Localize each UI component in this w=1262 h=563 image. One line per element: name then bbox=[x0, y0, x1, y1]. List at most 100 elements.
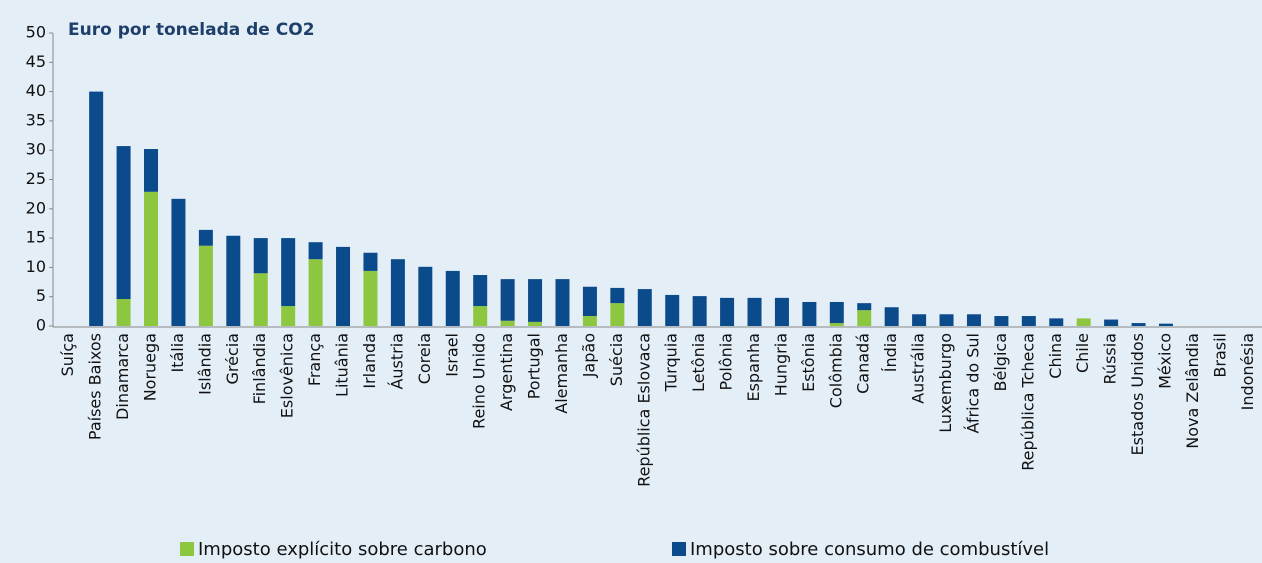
x-tick-label: Polônia bbox=[717, 333, 736, 391]
x-tick-label: Noruega bbox=[141, 333, 160, 401]
bar-segment bbox=[802, 301, 817, 326]
bar-segment bbox=[500, 279, 515, 321]
x-tick-label: Suécia bbox=[607, 333, 626, 386]
bar-segment bbox=[1158, 323, 1173, 326]
x-tick-label: Dinamarca bbox=[113, 333, 132, 420]
x-tick-label: Áustria bbox=[387, 333, 406, 390]
bar-segment bbox=[198, 245, 213, 326]
x-tick-label: República Eslovaca bbox=[634, 333, 653, 487]
bar-segment bbox=[637, 289, 652, 326]
bar-segment bbox=[857, 303, 872, 311]
x-tick-label: China bbox=[1046, 333, 1065, 379]
y-tick-label: 40 bbox=[26, 81, 46, 100]
x-tick-label: Estados Unidos bbox=[1128, 333, 1147, 455]
bar-segment bbox=[226, 235, 241, 326]
bar-segment bbox=[720, 297, 735, 326]
x-tick-label: Bélgica bbox=[991, 333, 1010, 391]
x-tick-label: Canadá bbox=[854, 333, 873, 394]
bar-segment bbox=[144, 191, 159, 326]
bar-segment bbox=[171, 198, 186, 326]
bar-segment bbox=[500, 320, 515, 326]
bar-segment bbox=[1104, 319, 1119, 326]
x-tick-label: Islândia bbox=[195, 333, 214, 395]
y-tick-label: 35 bbox=[26, 110, 46, 129]
bar-segment bbox=[528, 279, 543, 322]
bar-segment bbox=[610, 287, 625, 304]
x-tick-label: Turquia bbox=[662, 333, 681, 392]
y-tick-label: 25 bbox=[26, 169, 46, 188]
bar-segment bbox=[281, 238, 296, 307]
bar-segment bbox=[884, 307, 899, 326]
x-tick-label: Lituânia bbox=[333, 333, 352, 397]
bar-segment bbox=[281, 306, 296, 326]
x-tick-label: Alemanha bbox=[552, 333, 571, 414]
bar-segment bbox=[473, 275, 488, 307]
x-tick-label: Suíça bbox=[58, 333, 77, 376]
bar-segment bbox=[610, 303, 625, 326]
y-tick-label: 30 bbox=[26, 140, 46, 159]
legend-label: Imposto sobre consumo de combustível bbox=[690, 539, 1049, 560]
bar-segment bbox=[857, 310, 872, 326]
x-tick-label: França bbox=[305, 333, 324, 386]
bar-segment bbox=[336, 246, 351, 326]
bar-segment bbox=[473, 306, 488, 326]
bar-segment bbox=[582, 316, 597, 326]
bar-segment bbox=[418, 266, 433, 326]
bar-segment bbox=[994, 316, 1009, 326]
x-tick-label: Estônia bbox=[799, 333, 818, 392]
y-tick-label: 15 bbox=[26, 228, 46, 247]
x-tick-label: África do Sul bbox=[963, 333, 982, 434]
x-tick-label: Colômbia bbox=[826, 333, 845, 408]
x-tick-label: Israel bbox=[442, 333, 461, 377]
x-tick-label: Austrália bbox=[909, 333, 928, 404]
bar-segment bbox=[774, 297, 789, 326]
x-tick-label: Brasil bbox=[1210, 333, 1229, 378]
y-tick-label: 5 bbox=[36, 286, 46, 305]
x-tick-label: Países Baixos bbox=[86, 333, 105, 440]
x-tick-label: Argentina bbox=[497, 333, 516, 411]
bar-segment bbox=[1021, 316, 1036, 326]
bar-segment bbox=[555, 279, 570, 326]
x-tick-label: Hungria bbox=[771, 333, 790, 396]
legend-swatch bbox=[672, 542, 686, 556]
y-tick-label: 45 bbox=[26, 52, 46, 71]
bar-segment bbox=[966, 314, 981, 326]
x-tick-label: Chile bbox=[1073, 333, 1092, 373]
bar-segment bbox=[1076, 318, 1091, 326]
x-tick-label: México bbox=[1155, 333, 1174, 389]
bar-segment bbox=[116, 146, 131, 300]
x-tick-label: Eslovênica bbox=[278, 333, 297, 418]
y-tick-label: 20 bbox=[26, 198, 46, 217]
bar-segment bbox=[144, 149, 159, 192]
legend-swatch bbox=[180, 542, 194, 556]
x-tick-label: Irlanda bbox=[360, 333, 379, 389]
x-tick-label: Índia bbox=[881, 333, 900, 372]
legend-label: Imposto explícito sobre carbono bbox=[198, 539, 487, 560]
bar-segment bbox=[308, 242, 323, 260]
y-tick-label: 50 bbox=[26, 23, 46, 42]
bar-segment bbox=[198, 229, 213, 246]
bar-segment bbox=[363, 252, 378, 271]
bar-segment bbox=[253, 238, 268, 274]
bar-segment bbox=[116, 299, 131, 326]
bar-segment bbox=[747, 297, 762, 326]
bar-segment bbox=[528, 321, 543, 326]
bar-segment bbox=[665, 294, 680, 326]
x-tick-label: Itália bbox=[168, 333, 187, 373]
x-tick-label: Espanha bbox=[744, 333, 763, 402]
x-tick-label: Finlândia bbox=[250, 333, 269, 404]
bar-segment bbox=[253, 273, 268, 326]
bar-segment bbox=[89, 91, 104, 326]
y-tick-label: 10 bbox=[26, 257, 46, 276]
x-tick-label: Rússia bbox=[1101, 333, 1120, 384]
x-tick-label: República Tcheca bbox=[1018, 333, 1037, 471]
bar-segment bbox=[582, 286, 597, 317]
x-tick-label: Coreia bbox=[415, 333, 434, 384]
bar-segment bbox=[939, 314, 954, 326]
bar-segment bbox=[308, 259, 323, 326]
x-tick-label: Nova Zelândia bbox=[1183, 333, 1202, 449]
x-tick-label: Portugal bbox=[525, 333, 544, 399]
